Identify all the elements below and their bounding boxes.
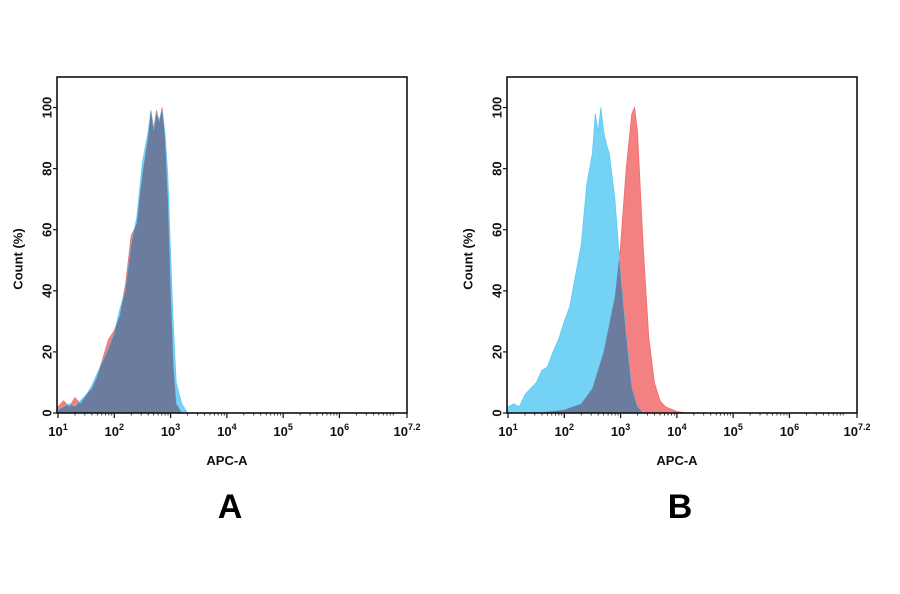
- y-tick-label: 60: [39, 222, 54, 236]
- x-tick-label: 101: [48, 422, 67, 439]
- x-tick-label: 102: [555, 422, 574, 439]
- x-tick-label: 107.2: [394, 422, 421, 439]
- y-tick-label: 80: [489, 161, 504, 175]
- y-tick-label: 40: [39, 284, 54, 298]
- plot-frame: [56, 76, 408, 414]
- x-axis-label: APC-A: [656, 453, 698, 468]
- y-tick-label: 0: [489, 409, 504, 416]
- x-tick-label: 104: [667, 422, 686, 439]
- y-tick-label: 100: [489, 97, 504, 119]
- y-tick-label: 20: [489, 345, 504, 359]
- x-tick-label: 104: [217, 422, 236, 439]
- y-tick-label: 20: [39, 345, 54, 359]
- panel-label: B: [668, 488, 693, 526]
- y-tick-label: 0: [39, 409, 54, 416]
- x-tick-label: 105: [723, 422, 742, 439]
- panel-label: A: [218, 488, 243, 526]
- histogram-panel-a: 0 20 40 60 80 100 101 102 103 104 105 106 107.2 APC-A…: [10, 76, 421, 526]
- y-tick-label: 60: [489, 222, 504, 236]
- histogram-panel-b: 0 20 40 60 80 100 101 102 103 104 105 106 107.2 APC-A…: [460, 76, 871, 526]
- x-tick-label: 107.2: [844, 422, 871, 439]
- x-tick-label: 102: [105, 422, 124, 439]
- x-tick-label: 106: [330, 422, 349, 439]
- y-axis-label: Count (%): [460, 228, 475, 289]
- y-tick-label: 40: [489, 284, 504, 298]
- x-tick-label: 103: [611, 422, 630, 439]
- histogram-overlap-area: [58, 110, 256, 413]
- x-axis-label: APC-A: [206, 453, 248, 468]
- y-tick-label: 80: [39, 161, 54, 175]
- y-axis-label: Count (%): [10, 228, 25, 289]
- x-tick-label: 105: [273, 422, 292, 439]
- plot-frame: [506, 76, 858, 414]
- x-tick-label: 106: [780, 422, 799, 439]
- y-tick-label: 100: [39, 97, 54, 119]
- x-tick-label: 103: [161, 422, 180, 439]
- x-tick-label: 101: [498, 422, 517, 439]
- histogram-overlap-area: [508, 260, 706, 413]
